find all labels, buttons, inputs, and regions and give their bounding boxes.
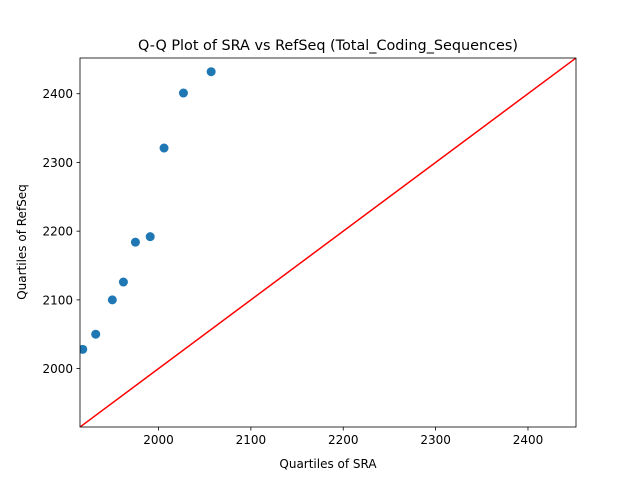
y-tick-label: 2300 (42, 156, 73, 170)
x-tick-label: 2300 (420, 433, 451, 447)
x-tick-label: 2400 (513, 433, 544, 447)
x-tick-label: 2000 (143, 433, 174, 447)
y-axis-label: Quartiles of RefSeq (15, 184, 29, 300)
axes-frame (79, 57, 577, 428)
data-point (118, 277, 128, 287)
data-point (130, 237, 140, 247)
data-point (91, 329, 101, 339)
data-point (206, 67, 216, 77)
data-point (145, 232, 155, 242)
data-point (178, 88, 188, 98)
x-tick-label: 2100 (236, 433, 267, 447)
y-tick-label: 2000 (42, 362, 73, 376)
data-point (107, 295, 117, 305)
y-tick-label: 2100 (42, 293, 73, 307)
y-tick-label: 2200 (42, 225, 73, 239)
y-tick-label: 2400 (42, 87, 73, 101)
data-point (80, 344, 88, 354)
reference-line (80, 58, 576, 427)
data-point (159, 143, 169, 153)
x-tick-label: 2200 (328, 433, 359, 447)
chart-title: Q-Q Plot of SRA vs RefSeq (Total_Coding_… (138, 38, 518, 54)
x-axis-label: Quartiles of SRA (279, 457, 377, 471)
